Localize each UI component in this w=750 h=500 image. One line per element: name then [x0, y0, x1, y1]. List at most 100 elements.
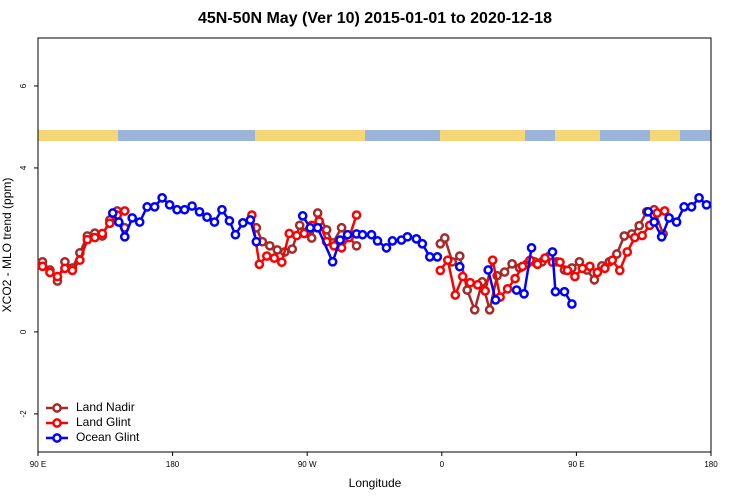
data-point: [532, 259, 543, 270]
y-tick-label: 6: [19, 83, 28, 88]
data-point: [306, 233, 317, 243]
legend-marker: [52, 433, 62, 443]
x-tick-label: 180: [166, 460, 180, 469]
data-point: [442, 255, 453, 266]
y-axis-label: XCO2 - MLO trend (ppm): [0, 178, 14, 313]
data-point: [224, 215, 235, 226]
plot-frame: [37, 37, 712, 453]
data-point: [357, 229, 368, 240]
data-point: [119, 206, 130, 216]
data-point: [67, 265, 78, 276]
data-point: [284, 228, 295, 239]
data-point: [656, 231, 667, 242]
data-point: [97, 228, 108, 239]
data-point: [701, 199, 712, 210]
data-point: [202, 212, 212, 222]
data-point: [272, 245, 283, 255]
data-point: [614, 265, 625, 276]
data-point: [37, 261, 48, 272]
data-point: [104, 218, 115, 229]
data-point: [555, 257, 565, 268]
data-point: [577, 263, 588, 274]
x-tick-label: 90 E: [568, 460, 584, 469]
data-point: [450, 290, 461, 300]
data-point: [157, 193, 167, 203]
data-point: [454, 251, 465, 261]
data-point: [305, 222, 316, 233]
data-point: [490, 295, 501, 305]
y-tick-label: 0: [19, 329, 28, 334]
data-point: [402, 231, 413, 242]
data-point: [502, 284, 513, 294]
data-point: [484, 304, 495, 315]
chart-title: 45N-50N May (Ver 10) 2015-01-01 to 2020-…: [198, 10, 552, 27]
data-point: [312, 208, 323, 218]
data-point: [342, 229, 353, 240]
data-point: [238, 218, 248, 228]
data-point: [607, 255, 618, 266]
data-point: [217, 204, 227, 215]
data-point: [287, 244, 298, 254]
data-point: [457, 271, 468, 282]
data-point: [411, 234, 422, 244]
data-point: [659, 206, 670, 216]
data-point: [517, 261, 528, 272]
data-point: [567, 299, 577, 309]
data-point: [547, 247, 558, 257]
data-point: [60, 263, 70, 274]
series: [107, 193, 712, 309]
data-point: [550, 286, 561, 297]
data-point: [387, 236, 398, 246]
y-tick-label: 4: [19, 165, 28, 170]
data-point: [480, 286, 491, 296]
data-point: [417, 238, 428, 249]
data-point: [264, 240, 275, 251]
data-point: [562, 265, 573, 276]
data-point: [297, 211, 308, 221]
data-point: [269, 253, 280, 263]
data-point: [499, 267, 510, 277]
data-point: [511, 285, 522, 295]
x-tick-label: 180: [704, 460, 718, 469]
data-point: [149, 202, 160, 212]
data-point: [245, 215, 256, 225]
y-tick-label: -2: [19, 410, 28, 418]
data-point: [686, 202, 697, 212]
data-point: [142, 202, 153, 212]
data-point: [336, 222, 347, 233]
data-point: [89, 232, 100, 243]
data-point: [465, 277, 476, 288]
data-point: [299, 228, 310, 239]
data-point: [194, 206, 205, 217]
data-point: [351, 240, 362, 251]
data-point: [526, 243, 537, 253]
data-point: [327, 256, 338, 267]
data-point: [487, 255, 498, 266]
data-point: [439, 233, 450, 243]
legend-label: Land Glint: [76, 415, 131, 429]
data-point: [119, 231, 130, 242]
legend-marker: [52, 418, 62, 428]
data-point: [510, 273, 520, 284]
data-point: [432, 252, 443, 262]
data-point: [507, 259, 517, 269]
data-point: [570, 271, 580, 282]
data-point: [261, 251, 272, 261]
x-tick-label: 90 E: [30, 460, 46, 469]
data-point: [629, 232, 640, 243]
data-point: [209, 217, 220, 227]
data-point: [664, 213, 674, 223]
data-point: [540, 253, 550, 263]
x-axis-label: Longitude: [349, 476, 402, 490]
data-point: [113, 217, 124, 227]
legend-marker: [52, 403, 62, 413]
data-point: [251, 236, 262, 247]
data-point: [187, 201, 197, 211]
data-point: [559, 286, 570, 297]
data-point: [435, 265, 446, 276]
data-point: [291, 230, 302, 241]
data-point: [82, 234, 93, 245]
data-point: [335, 235, 345, 245]
data-point: [694, 193, 704, 203]
